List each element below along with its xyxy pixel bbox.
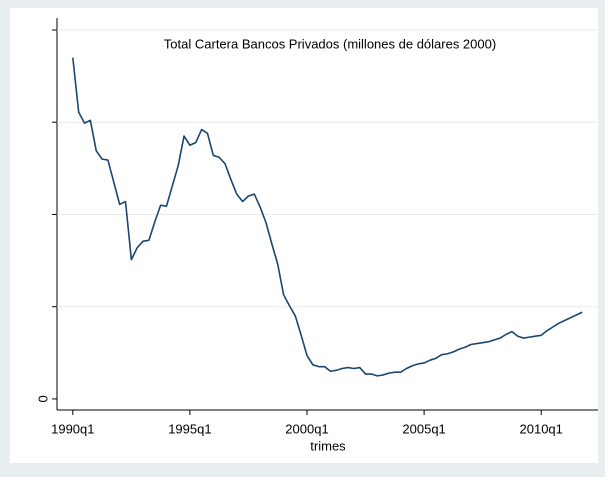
x-axis-title: trimes (310, 438, 346, 453)
x-tick-label: 2005q1 (402, 421, 445, 436)
chart-title: Total Cartera Bancos Privados (millones … (164, 36, 496, 51)
data-line (72, 57, 583, 377)
y-tick-label: 0 (35, 395, 50, 402)
x-tick-label: 1990q1 (51, 421, 94, 436)
graph-region (10, 8, 598, 463)
x-tick-label: 1995q1 (168, 421, 211, 436)
x-tick-label: 2000q1 (285, 421, 328, 436)
x-tick-label: 2010q1 (520, 421, 563, 436)
